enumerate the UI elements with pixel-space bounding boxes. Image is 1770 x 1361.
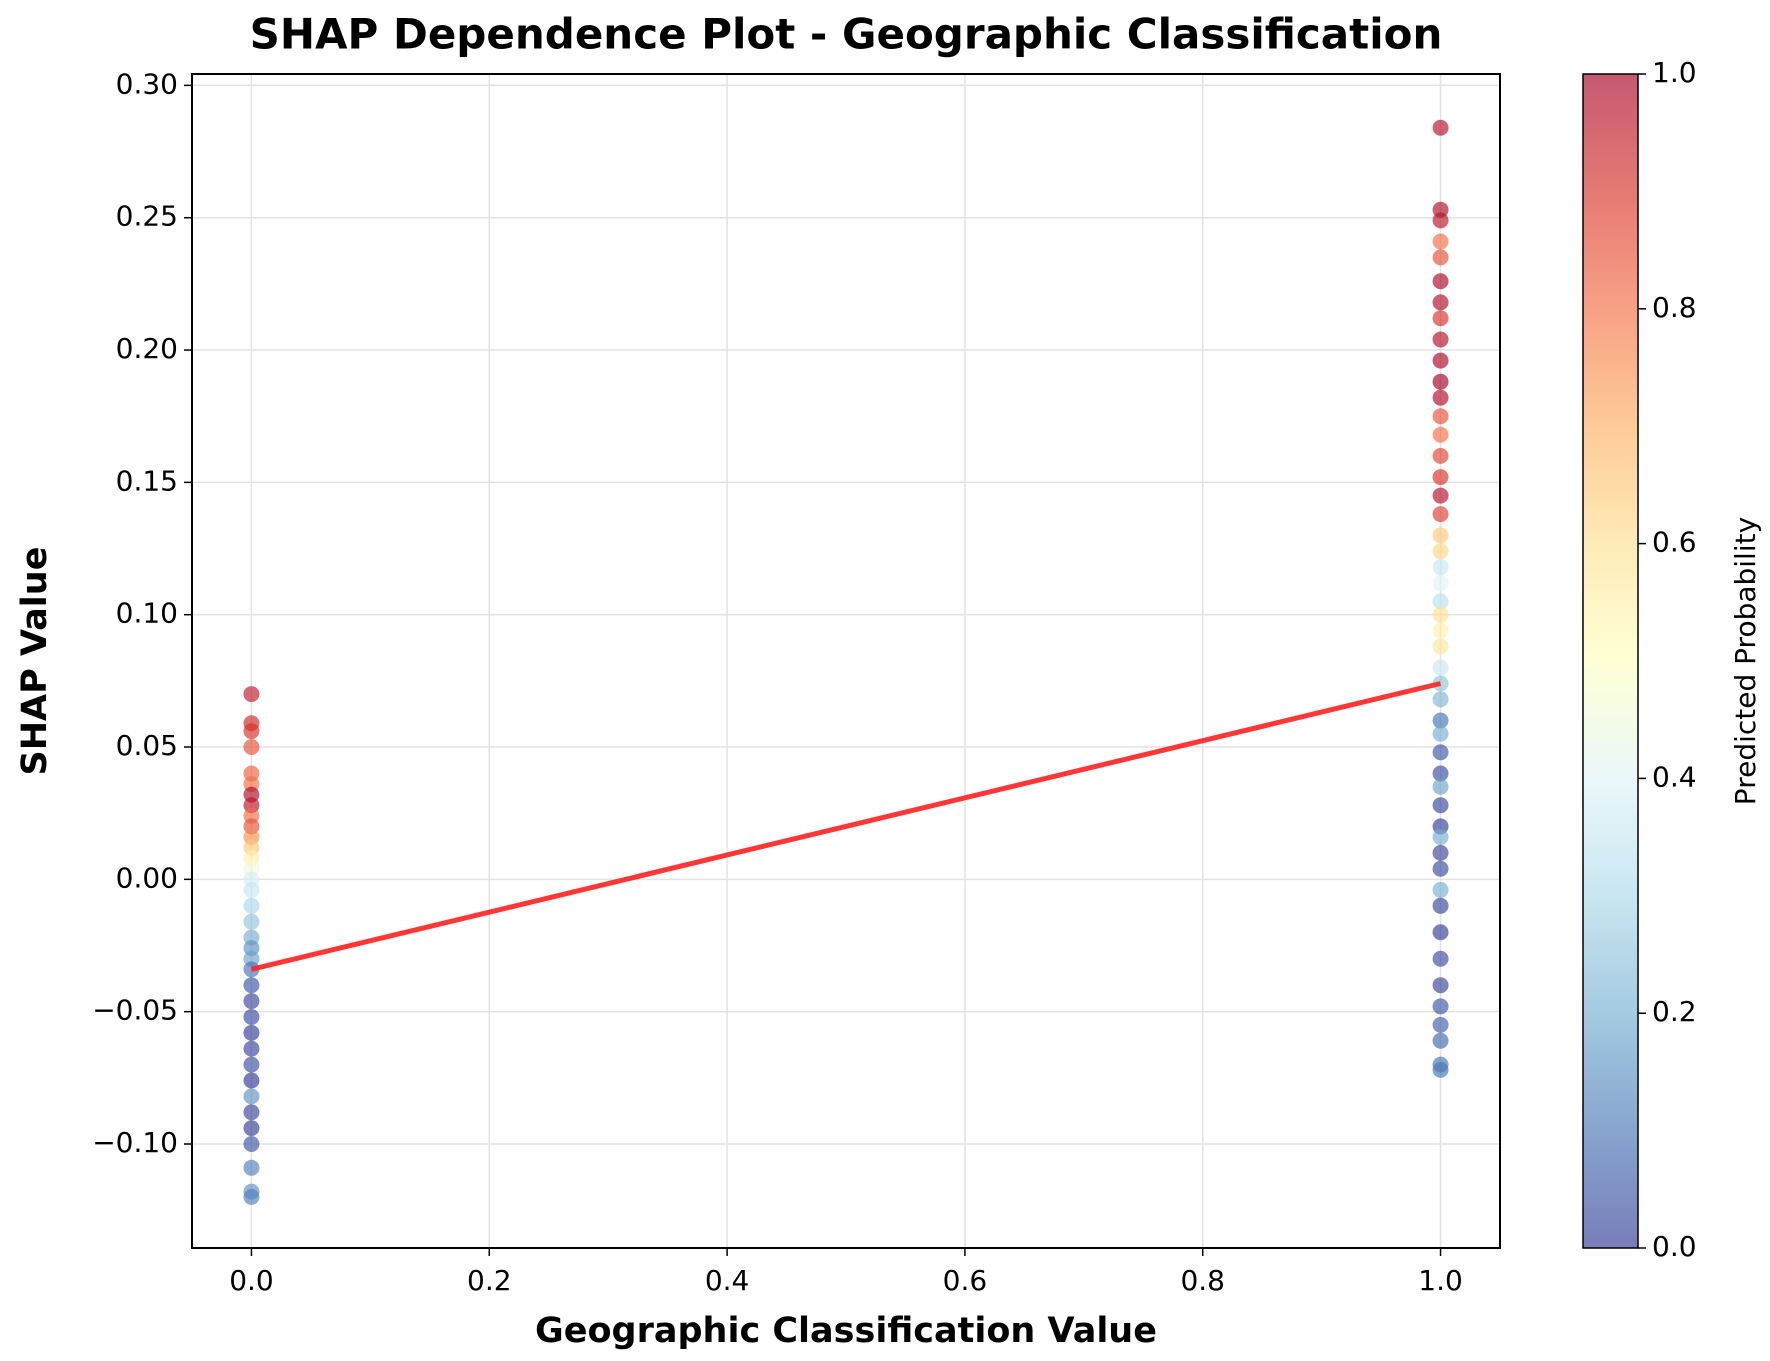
scatter-point bbox=[1432, 233, 1449, 250]
colorbar bbox=[1582, 73, 1639, 1249]
colorbar-tick-label: 0.4 bbox=[1652, 760, 1697, 793]
colorbar-label: Predicted Probability bbox=[1729, 517, 1762, 805]
scatter-point bbox=[1432, 487, 1449, 504]
scatter-point bbox=[1432, 310, 1449, 327]
colorbar-tick-label: 0.2 bbox=[1652, 995, 1697, 1028]
scatter-point bbox=[1432, 506, 1449, 523]
colorbar-tick-label: 1.0 bbox=[1652, 56, 1697, 89]
x-tick-label: 0.2 bbox=[467, 1264, 512, 1297]
scatter-point bbox=[243, 723, 260, 740]
scatter-point bbox=[1432, 212, 1449, 229]
y-tick-label: 0.20 bbox=[116, 332, 178, 365]
scatter-point bbox=[1432, 426, 1449, 443]
scatter-point bbox=[243, 1040, 260, 1057]
x-tick-label: 1.0 bbox=[1418, 1264, 1463, 1297]
x-tick-label: 0.4 bbox=[705, 1264, 750, 1297]
scatter-point bbox=[1432, 778, 1449, 795]
scatter-point bbox=[1432, 1032, 1449, 1049]
y-tick-label: 0.00 bbox=[116, 861, 178, 894]
scatter-point bbox=[1432, 559, 1449, 576]
x-axis-label: Geographic Classification Value bbox=[535, 1311, 1157, 1351]
scatter-point bbox=[243, 686, 260, 703]
scatter-point bbox=[1432, 950, 1449, 967]
scatter-point bbox=[1432, 977, 1449, 994]
scatter-point bbox=[1432, 691, 1449, 708]
scatter-point bbox=[243, 913, 260, 930]
x-tick-label: 0.6 bbox=[943, 1264, 988, 1297]
scatter-point bbox=[1432, 1016, 1449, 1033]
trend-line bbox=[250, 681, 1442, 972]
chart-title: SHAP Dependence Plot - Geographic Classi… bbox=[250, 10, 1443, 59]
scatter-point bbox=[1432, 659, 1449, 676]
scatter-point bbox=[1432, 294, 1449, 311]
scatter-point bbox=[243, 1104, 260, 1121]
scatter-point bbox=[1432, 860, 1449, 877]
scatter-point bbox=[1432, 744, 1449, 761]
scatter-point bbox=[243, 1159, 260, 1176]
scatter-point bbox=[1432, 881, 1449, 898]
scatter-point bbox=[1432, 331, 1449, 348]
scatter-point bbox=[243, 1120, 260, 1137]
scatter-point bbox=[1432, 924, 1449, 941]
scatter-point bbox=[1432, 828, 1449, 845]
colorbar-tick-label: 0.0 bbox=[1652, 1230, 1697, 1263]
y-tick-label: 0.15 bbox=[116, 464, 178, 497]
y-tick-label: 0.25 bbox=[116, 200, 178, 233]
colorbar-tick-label: 0.8 bbox=[1652, 291, 1697, 324]
y-tick-label: 0.10 bbox=[116, 597, 178, 630]
scatter-point bbox=[1432, 373, 1449, 390]
scatter-point bbox=[1432, 593, 1449, 610]
scatter-point bbox=[1432, 273, 1449, 290]
colorbar-tick-label: 0.6 bbox=[1652, 526, 1697, 559]
scatter-point bbox=[243, 897, 260, 914]
scatter-point bbox=[1432, 119, 1449, 136]
scatter-point bbox=[243, 881, 260, 898]
scatter-point bbox=[1432, 844, 1449, 861]
scatter-point bbox=[243, 1135, 260, 1152]
scatter-point bbox=[243, 1056, 260, 1073]
scatter-point bbox=[243, 961, 260, 978]
scatter-point bbox=[1432, 543, 1449, 560]
scatter-point bbox=[1432, 352, 1449, 369]
scatter-point bbox=[1432, 797, 1449, 814]
scatter-point bbox=[243, 739, 260, 756]
scatter-point bbox=[243, 1024, 260, 1041]
y-tick-label: 0.30 bbox=[116, 67, 178, 100]
scatter-point bbox=[1432, 447, 1449, 464]
scatter-point bbox=[1432, 574, 1449, 591]
scatter-point bbox=[1432, 606, 1449, 623]
scatter-point bbox=[1432, 408, 1449, 425]
y-tick-label: −0.10 bbox=[92, 1126, 178, 1159]
scatter-point bbox=[1432, 712, 1449, 729]
scatter-point bbox=[243, 1188, 260, 1205]
x-tick-label: 0.0 bbox=[229, 1264, 274, 1297]
scatter-point bbox=[1432, 249, 1449, 266]
scatter-point bbox=[1432, 638, 1449, 655]
scatter-point bbox=[243, 977, 260, 994]
scatter-point bbox=[1432, 389, 1449, 406]
scatter-point bbox=[243, 1008, 260, 1025]
y-tick-label: −0.05 bbox=[92, 994, 178, 1027]
plot-frame bbox=[191, 73, 1501, 1249]
scatter-point bbox=[243, 1072, 260, 1089]
scatter-point bbox=[1432, 622, 1449, 639]
y-tick-label: 0.05 bbox=[116, 729, 178, 762]
scatter-point bbox=[1432, 998, 1449, 1015]
scatter-point bbox=[243, 1088, 260, 1105]
scatter-point bbox=[1432, 1061, 1449, 1078]
scatter-point bbox=[1432, 765, 1449, 782]
scatter-point bbox=[243, 993, 260, 1010]
scatter-point bbox=[1432, 897, 1449, 914]
x-tick-label: 0.8 bbox=[1180, 1264, 1225, 1297]
scatter-point bbox=[1432, 527, 1449, 544]
scatter-point bbox=[1432, 725, 1449, 742]
y-axis-label: SHAP Value bbox=[15, 547, 55, 776]
scatter-point bbox=[1432, 469, 1449, 486]
